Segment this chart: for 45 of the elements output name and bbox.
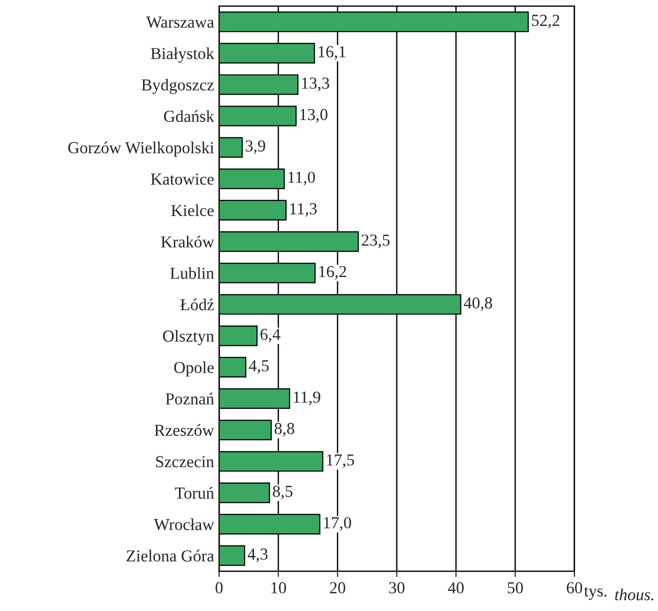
- y-tick-label: Szczecin: [156, 456, 214, 468]
- data-label: 11,3: [290, 203, 317, 217]
- data-label: 4,3: [248, 548, 268, 562]
- data-label: 11,0: [288, 172, 315, 186]
- y-tick-label: Toruń: [174, 486, 214, 499]
- data-label: 40,8: [464, 297, 492, 311]
- data-label: 16,1: [318, 46, 346, 60]
- y-tick-label: Gorzów Wielkopolski: [68, 142, 214, 157]
- y-tick-label: Gdańsk: [164, 110, 214, 122]
- data-label: 8,5: [272, 486, 292, 500]
- data-label: 8,8: [274, 422, 294, 437]
- data-label: 17,5: [326, 454, 354, 468]
- y-tick-label: Zielona Góra: [126, 550, 214, 562]
- x-tick-label: 20: [330, 582, 346, 594]
- y-tick-label: Opole: [174, 361, 214, 377]
- y-tick-label: Kraków: [161, 236, 214, 248]
- data-label: 16,2: [319, 266, 346, 280]
- y-tick-label: Warszawa: [146, 16, 214, 28]
- y-tick-label: Białystok: [150, 47, 214, 63]
- x-tick-label: 10: [271, 582, 286, 594]
- x-tick-label: 50: [508, 582, 523, 594]
- y-tick-label: Poznań: [166, 392, 214, 405]
- y-tick-label: Olsztyn: [163, 330, 214, 346]
- data-label: 13,3: [302, 78, 330, 92]
- x-axis-title: tys.: [584, 586, 606, 600]
- y-tick-label: Kielce: [171, 204, 214, 216]
- x-tick-label: 60: [566, 582, 582, 594]
- data-label: 6,4: [260, 328, 280, 342]
- x-tick-label: 40: [448, 582, 464, 594]
- y-tick-label: Lublin: [170, 267, 214, 279]
- x-tick-label: 0: [216, 582, 223, 594]
- y-tick-label: Rzeszów: [154, 424, 214, 436]
- data-label: 52,2: [532, 14, 560, 28]
- data-label: 13,0: [300, 108, 328, 123]
- data-label: 11,9: [294, 392, 320, 406]
- y-tick-label: Łódź: [180, 298, 214, 310]
- data-label: 23,5: [362, 234, 390, 248]
- data-label: 17,0: [324, 517, 352, 531]
- x-tick-label: 30: [389, 582, 404, 594]
- y-tick-label: Katowice: [150, 174, 214, 185]
- text: thous.: [615, 588, 654, 600]
- data-label: 4,5: [248, 360, 269, 374]
- y-tick-label: Wrocław: [154, 518, 214, 530]
- y-tick-label: Bydgoszcz: [142, 78, 214, 94]
- data-label: 3,9: [246, 140, 266, 154]
